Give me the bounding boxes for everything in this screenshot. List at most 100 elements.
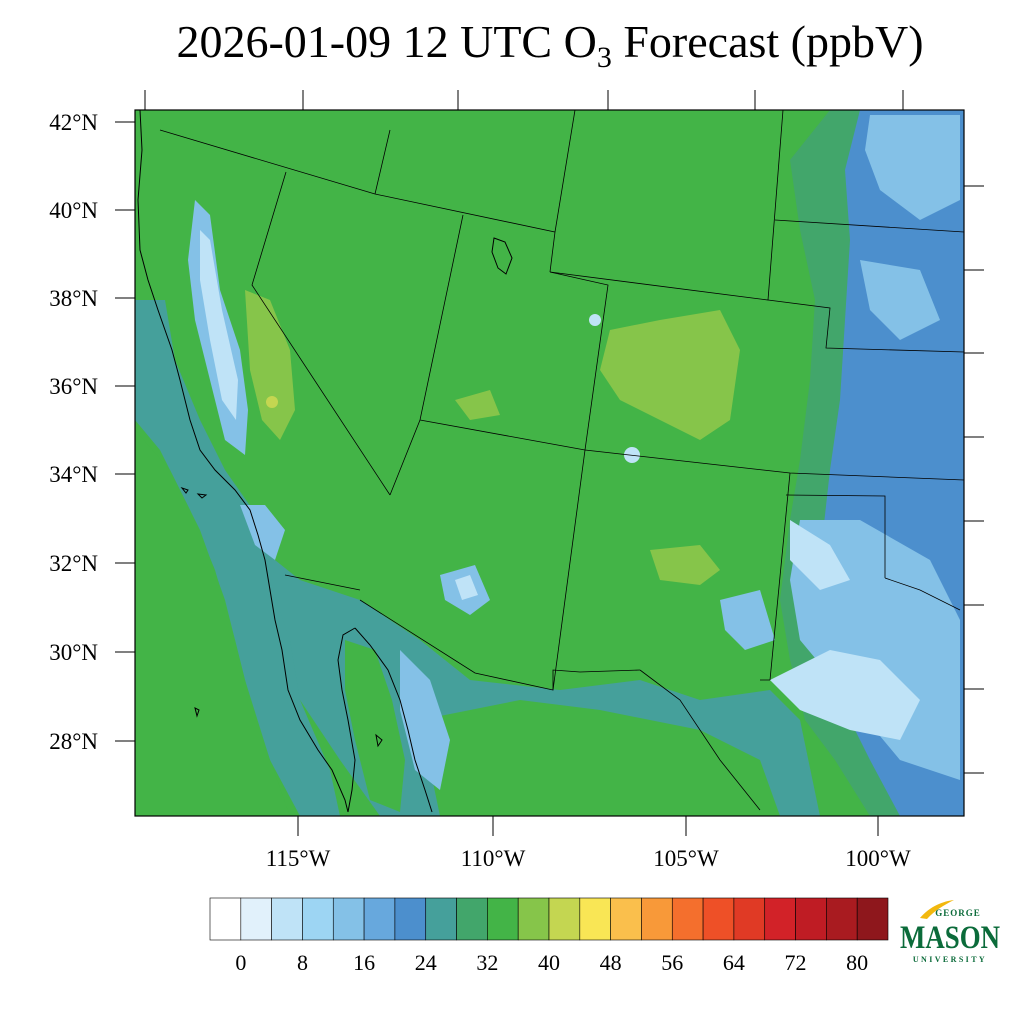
island-2: [196, 493, 208, 499]
colorbar-swatch: [240, 897, 272, 941]
lat-label: 30°N: [49, 640, 98, 665]
colorbar: [209, 897, 889, 941]
logo-bottom-text: UNIVERSITY: [913, 955, 987, 964]
lon-label: 115°W: [266, 846, 331, 871]
field-ocean-green: [135, 430, 290, 816]
left-ticks: [115, 121, 135, 742]
boundary-ok-tx: [884, 577, 961, 611]
colorbar-swatch: [425, 897, 457, 941]
island-3: [194, 707, 200, 718]
field-valley-lightgreen: [245, 290, 295, 440]
boundary-ca-mexico: [284, 574, 361, 591]
field-colorado-lightgreen: [600, 310, 740, 440]
field-plains-lightblue-ks: [860, 260, 940, 340]
bottom-ticks: [297, 816, 879, 836]
boundary-ca-nv: [251, 171, 391, 496]
island-1: [180, 486, 189, 494]
logo-main-text: MASON: [900, 920, 1000, 956]
longitude-labels: 115°W 110°W 105°W 100°W: [266, 846, 911, 871]
lat-label: 40°N: [49, 198, 98, 223]
boundary-id-ut-wy: [374, 110, 576, 273]
field-baja-green: [345, 640, 405, 812]
george-mason-logo: GEORGE MASON UNIVERSITY: [900, 900, 1000, 964]
colorbar-swatch: [394, 897, 427, 941]
boundary-nm-tx: [769, 472, 886, 681]
colorbar-tick-label: 16: [353, 950, 375, 975]
colorbar-swatch: [332, 897, 365, 941]
colorbar-tick-label: 24: [415, 950, 437, 975]
coastline-pacific: [137, 110, 349, 813]
coastline-baja-east: [337, 627, 356, 813]
colorbar-swatch: [733, 897, 766, 941]
boundary-rio-grande: [639, 669, 770, 811]
boundary-or-id-nv: [159, 129, 376, 195]
field-sierra-pale: [200, 230, 238, 420]
lon-label: 100°W: [845, 846, 911, 871]
lat-label: 36°N: [49, 374, 98, 399]
colorbar-tick-label: 72: [785, 950, 807, 975]
colorbar-swatch: [579, 897, 611, 941]
field-plains-pale-s: [770, 650, 920, 740]
field-co-pale: [589, 314, 601, 326]
colorbar-tick-label: 0: [235, 950, 246, 975]
colorbar-swatch: [517, 897, 550, 941]
field-plains-lightblue-n: [865, 115, 960, 220]
colorbar-tick-label: 48: [600, 950, 622, 975]
colorbar-swatch: [363, 897, 396, 941]
lat-label: 34°N: [49, 462, 98, 487]
right-ticks: [964, 185, 984, 774]
title-subscript: 3: [596, 41, 612, 74]
colorbar-swatch: [826, 897, 858, 941]
colorbar-swatch: [856, 897, 889, 941]
logo-top-text: GEORGE: [935, 908, 981, 918]
field-nm-lightgreen: [650, 545, 720, 585]
field-valley-yellow: [266, 396, 278, 408]
field-utah-lightgreen: [455, 390, 500, 420]
island-4: [375, 733, 383, 748]
colorbar-swatch: [641, 897, 673, 941]
colorbar-swatch: [671, 897, 704, 941]
colorbar-swatch: [795, 897, 827, 941]
colorbar-labels: 0 8 16 24 32 40 48 56 64 72 80: [235, 950, 868, 975]
field-coast-teal: [135, 300, 340, 816]
latitude-labels: 42°N 40°N 38°N 36°N 34°N 32°N 30°N 28°N: [49, 110, 98, 754]
colorbar-swatch: [548, 897, 581, 941]
great-salt-lake: [491, 237, 513, 275]
colorbar-swatch: [487, 897, 519, 941]
logo-swoosh-icon: [920, 900, 954, 919]
colorbar-swatch: [702, 897, 735, 941]
boundary-az-nm: [419, 419, 964, 691]
field-mexico-green: [420, 700, 780, 816]
map-frame: [134, 109, 965, 817]
colorbar-swatch: [209, 897, 242, 941]
boundary-az-mexico: [359, 599, 641, 691]
colorbar-tick-label: 40: [538, 950, 560, 975]
colorbar-tick-label: 64: [723, 950, 745, 975]
title-prefix: 2026-01-09 12 UTC O: [176, 16, 597, 67]
field-socal-blue: [240, 505, 285, 560]
field-plains-pale-mid: [790, 520, 850, 590]
field-southtx-blue: [720, 590, 775, 650]
state-boundaries: [159, 110, 964, 811]
lat-label: 32°N: [49, 551, 98, 576]
top-ticks: [144, 90, 904, 110]
title-suffix: Forecast (ppbV): [611, 16, 924, 67]
colorbar-swatch: [610, 897, 642, 941]
map-title: 2026-01-09 12 UTC O3 Forecast (ppbV): [0, 14, 1024, 73]
lat-label: 38°N: [49, 286, 98, 311]
lon-label: 110°W: [461, 846, 526, 871]
colorbar-tick-label: 8: [297, 950, 308, 975]
lat-label: 42°N: [49, 110, 98, 135]
boundary-ne-co-ks: [767, 219, 964, 353]
colorbar-swatch: [456, 897, 488, 941]
colorbar-swatch: [764, 897, 796, 941]
ozone-field: [135, 110, 964, 816]
field-sonora-blue: [400, 650, 450, 790]
colorbar-swatch: [302, 897, 334, 941]
lat-label: 28°N: [49, 729, 98, 754]
field-az-pale: [455, 575, 478, 600]
colorbar-tick-label: 32: [476, 950, 498, 975]
colorbar-swatch: [271, 897, 303, 941]
